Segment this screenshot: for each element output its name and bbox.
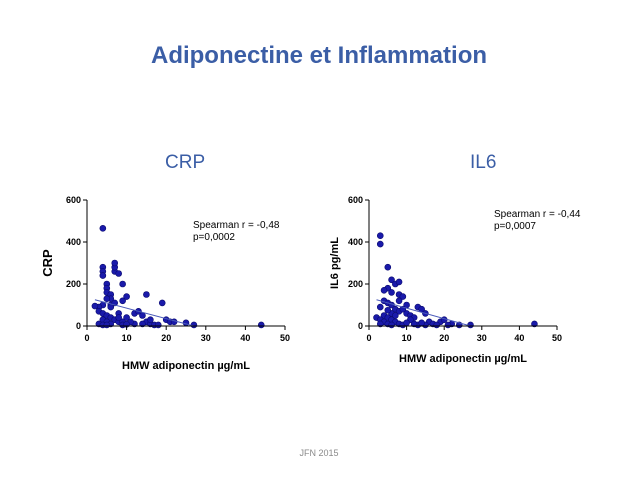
il6-y-axis-label: IL6 pg/mL — [329, 237, 341, 289]
il6-p-value-label: p=0,0007 — [494, 221, 536, 232]
il6-data-point — [395, 297, 403, 305]
crp-x-tick-label: 0 — [84, 333, 89, 343]
il6-trend-line — [376, 299, 471, 327]
il6-data-point — [376, 303, 384, 311]
il6-data-point — [384, 263, 392, 271]
il6-chart: 0 10 20 30 40 50 0 200 400 600 HMW adiponectin µ… — [329, 195, 581, 365]
crp-x-tick-label: 50 — [280, 333, 290, 343]
il6-data-point — [444, 321, 452, 329]
crp-p-value-label: p=0,0002 — [193, 232, 235, 243]
crp-data-point — [103, 295, 111, 303]
crp-x-tick-label: 30 — [201, 333, 211, 343]
il6-data-point — [395, 278, 403, 286]
il6-data-point — [388, 276, 395, 284]
crp-x-tick-label: 40 — [240, 333, 250, 343]
il6-data-point — [433, 321, 440, 329]
il6-y-tick-label: 0 — [358, 321, 363, 331]
il6-data-point — [384, 306, 392, 314]
crp-x-axis-label: HMW adiponectin µg/mL — [122, 360, 250, 372]
crp-y-tick-label: 200 — [66, 279, 81, 289]
slide-title: Adiponectine et Inflammation — [150, 42, 488, 69]
crp-data-point — [115, 314, 122, 321]
il6-data-point — [380, 286, 388, 294]
crp-data-point — [147, 316, 154, 324]
crp-data-point — [99, 225, 107, 232]
crp-data-point — [115, 270, 122, 277]
crp-y-tick-label: 0 — [76, 321, 81, 331]
il6-x-tick-label: 0 — [366, 333, 371, 343]
crp-x-tick-label: 20 — [161, 333, 171, 343]
il6-x-tick-label: 20 — [439, 333, 449, 343]
il6-data-point — [392, 312, 399, 319]
crp-data-point — [119, 297, 126, 305]
crp-data-point — [257, 321, 265, 329]
il6-subtitle: IL6 — [470, 152, 497, 173]
crp-data-point — [123, 293, 130, 300]
crp-spearman-label: Spearman r = -0,48 — [193, 220, 280, 231]
il6-x-tick-label: 10 — [402, 333, 412, 343]
il6-y-tick-label: 600 — [348, 195, 363, 205]
il6-x-tick-label: 40 — [514, 333, 524, 343]
il6-data-point — [376, 320, 384, 328]
crp-chart: 0 10 20 30 40 50 0 200 400 600 HMW adiponectin µ… — [40, 195, 290, 372]
il6-data-point — [531, 320, 538, 328]
crp-data-point — [99, 272, 107, 279]
crp-data-point — [154, 321, 162, 329]
crp-data-point — [103, 321, 111, 329]
il6-y-tick-label: 400 — [348, 237, 363, 247]
il6-data-point — [388, 289, 395, 296]
crp-data-point — [111, 259, 119, 267]
il6-data-point — [376, 232, 384, 239]
il6-x-axis-label: HMW adiponectin µg/mL — [399, 353, 527, 365]
il6-data-point — [403, 319, 410, 327]
il6-data-point — [410, 320, 418, 328]
footer-text: JFN 2015 — [299, 448, 339, 458]
il6-data-point — [418, 319, 425, 327]
il6-spearman-label: Spearman r = -0,44 — [494, 209, 581, 220]
crp-data-point — [158, 299, 166, 307]
crp-subtitle: CRP — [165, 152, 206, 173]
crp-y-tick-label: 400 — [66, 237, 81, 247]
crp-data-point — [143, 291, 150, 298]
il6-data-point — [388, 321, 395, 329]
il6-data-point — [376, 240, 384, 248]
crp-trend-line — [94, 299, 195, 327]
il6-data-point — [399, 293, 407, 300]
crp-data-point — [139, 320, 146, 328]
il6-x-tick-label: 50 — [552, 333, 562, 343]
crp-y-axis-label: CRP — [40, 249, 55, 277]
crp-data-point — [91, 302, 99, 310]
crp-x-tick-label: 10 — [122, 333, 132, 343]
il6-x-tick-label: 30 — [477, 333, 487, 343]
crp-data-point — [119, 280, 126, 288]
crp-data-point — [123, 314, 130, 321]
il6-y-tick-label: 200 — [348, 279, 363, 289]
crp-y-tick-label: 600 — [66, 195, 81, 205]
